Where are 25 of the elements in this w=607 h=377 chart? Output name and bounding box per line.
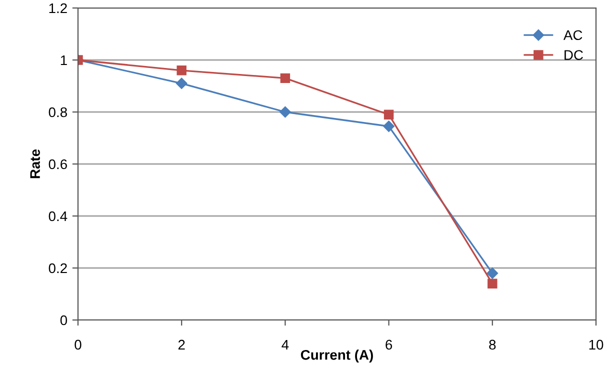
point bbox=[280, 73, 290, 84]
x-tick-label: 2 bbox=[178, 340, 185, 350]
y-tick-label: 0.4 bbox=[48, 211, 68, 222]
y-tick-label: 0.6 bbox=[48, 159, 67, 170]
point bbox=[384, 110, 394, 120]
y-tick-label: 0.2 bbox=[48, 263, 67, 274]
y-tick-label: 0.8 bbox=[48, 107, 67, 118]
y-tick-label: 0 bbox=[60, 315, 68, 326]
point bbox=[176, 66, 186, 76]
x-axis-title: Current (A) bbox=[300, 350, 373, 363]
point bbox=[488, 278, 498, 288]
point bbox=[280, 106, 291, 118]
x-tick-label: 0 bbox=[74, 340, 82, 350]
x-tick-label: 8 bbox=[489, 340, 496, 350]
y-tick-label: 1.2 bbox=[49, 3, 67, 14]
legend-label: AC bbox=[563, 30, 582, 40]
x-tick-label: 10 bbox=[589, 340, 604, 350]
x-tick-label: 4 bbox=[282, 340, 289, 350]
point bbox=[383, 120, 394, 132]
point bbox=[486, 268, 498, 279]
y-axis-title: Rate bbox=[30, 149, 40, 178]
point bbox=[176, 78, 188, 90]
legend-label: DC bbox=[564, 50, 583, 60]
y-tick-label: 1 bbox=[60, 55, 67, 66]
x-tick-label: 6 bbox=[386, 340, 392, 350]
